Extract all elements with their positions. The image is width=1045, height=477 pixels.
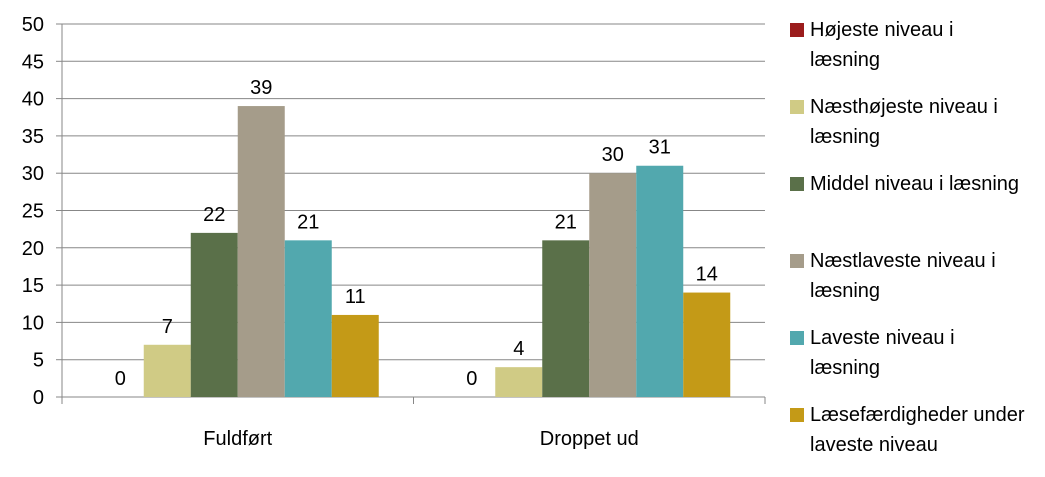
y-tick-label: 10 (22, 312, 44, 334)
data-label: 39 (250, 77, 272, 99)
bar (542, 240, 590, 397)
data-label: 0 (466, 368, 477, 390)
bar (683, 292, 731, 397)
bar-chart: 0 5 10 15 20 25 30 35 40 45 50 0 7 22 39 21 11 Fuldført 0 4… (22, 14, 766, 450)
data-label: 21 (555, 211, 577, 233)
bar (331, 314, 379, 397)
x-tick-label: Fuldført (203, 428, 272, 450)
legend-label: Laveste niveau i læsning (810, 327, 955, 379)
y-tick-label: 50 (22, 14, 44, 36)
y-tick-label: 45 (22, 51, 44, 73)
data-label: 7 (162, 316, 173, 338)
y-tick-label: 5 (33, 350, 44, 372)
legend-swatch (790, 177, 804, 191)
bar (636, 165, 684, 397)
y-tick-label: 30 (22, 163, 44, 185)
bar (143, 344, 191, 397)
legend-swatch (790, 23, 804, 37)
y-tick-label: 0 (33, 387, 44, 409)
y-tick-label: 15 (22, 275, 44, 297)
legend-item: Højeste niveau i læsning (790, 15, 1040, 92)
data-label: 21 (297, 211, 319, 233)
legend-label: Højeste niveau i læsning (810, 19, 954, 71)
data-label: 30 (602, 144, 624, 166)
bar (495, 367, 543, 397)
legend: Højeste niveau i læsning Næsthøjeste niv… (790, 15, 1040, 477)
data-label: 0 (115, 368, 126, 390)
legend-item: Læsefærdigheder under laveste niveau (790, 400, 1040, 477)
y-tick-label: 20 (22, 238, 44, 260)
data-label: 31 (649, 137, 671, 159)
legend-swatch (790, 100, 804, 114)
legend-label: Middel niveau i læsning (810, 173, 1020, 195)
legend-item: Laveste niveau i læsning (790, 323, 1040, 400)
data-label: 11 (345, 286, 366, 308)
data-label: 4 (513, 338, 524, 360)
y-tick-label: 40 (22, 89, 44, 111)
legend-swatch (790, 408, 804, 422)
legend-swatch (790, 254, 804, 268)
data-label: 22 (203, 204, 225, 226)
bar (190, 232, 238, 397)
x-tick-label: Droppet ud (540, 428, 639, 450)
legend-item: Næsthøjeste niveau i læsning (790, 92, 1040, 169)
bar (589, 173, 637, 397)
legend-item: Næstlaveste niveau i læsning (790, 246, 1040, 323)
legend-label: Næstlaveste niveau i læsning (810, 250, 996, 302)
bar (284, 240, 332, 397)
legend-swatch (790, 331, 804, 345)
bar (237, 106, 285, 397)
y-tick-label: 25 (22, 201, 44, 223)
legend-label: Læsefærdigheder under laveste niveau (810, 404, 1025, 456)
data-label: 14 (696, 264, 718, 286)
legend-label: Næsthøjeste niveau i læsning (810, 96, 998, 148)
y-tick-label: 35 (22, 126, 44, 148)
legend-item: Middel niveau i læsning (790, 169, 1040, 246)
